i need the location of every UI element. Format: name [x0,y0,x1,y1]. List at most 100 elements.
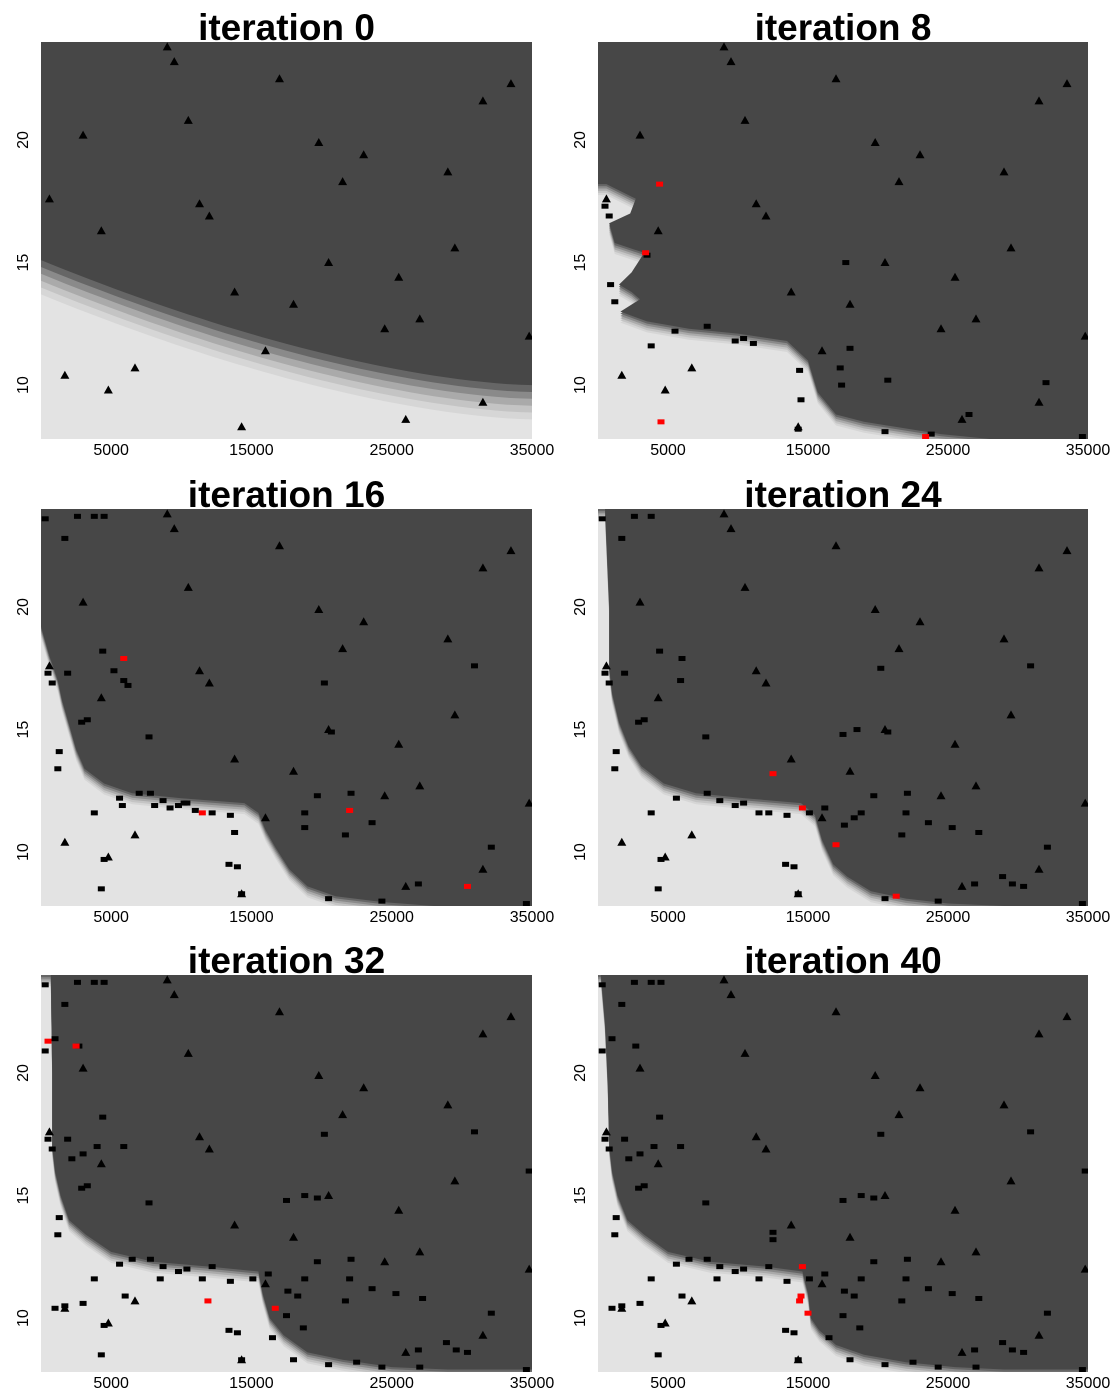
initial-design-point [289,1232,299,1241]
sample-point [877,1131,885,1137]
sample-point [782,1327,790,1333]
initial-design-point [894,1110,904,1119]
sample-point [903,1256,911,1262]
initial-design-point [957,1347,967,1356]
initial-design-point [617,370,627,379]
sample-point [325,1362,333,1368]
sample-point [156,1276,164,1282]
initial-design-point [950,272,960,281]
new-sample-point [797,1293,805,1299]
sample-point [135,790,143,796]
sample-point [325,896,333,902]
sample-point [657,856,665,862]
sample-point [1043,844,1051,850]
sample-point [654,1352,662,1358]
infeasible-region [598,975,1088,1372]
initial-design-point [314,604,324,613]
sample-point [73,979,81,985]
sample-point [971,881,979,887]
initial-design-point [478,1029,488,1038]
sample-point [598,982,606,988]
sample-point [790,864,798,870]
sample-point [884,729,892,735]
initial-design-point [817,1279,827,1288]
sample-point [840,1288,848,1294]
initial-design-point [751,1132,761,1141]
sample-point [853,727,861,733]
sample-point [442,1340,450,1346]
initial-design-point [478,1330,488,1339]
sample-point [1027,1129,1035,1135]
initial-design-point [380,1257,390,1266]
new-sample-point [769,771,777,777]
initial-design-point [524,331,532,340]
initial-design-point [740,115,750,124]
initial-design-point [653,1159,663,1168]
initial-design-point [195,1132,205,1141]
sample-point [238,891,246,897]
sample-point [347,790,355,796]
sample-point [605,1146,613,1152]
panel-5: iteration 40 5000 15000 25000 35000 10 15 20 [572,940,1110,1392]
panel-2: iteration 16 5000 15000 25000 35000 10 15 20 [15,474,554,926]
sample-point [999,874,1007,880]
initial-design-point [751,199,761,208]
sample-point [99,1114,107,1120]
initial-design-point [204,1144,214,1153]
sample-point [611,299,619,305]
sample-point [313,1195,321,1201]
sample-point [294,1293,302,1299]
sample-point [731,803,739,809]
sample-point [341,832,349,838]
sample-point [636,1300,644,1306]
y-tick-label: 10 [15,376,32,394]
initial-design-point [274,541,284,550]
sample-point [821,805,829,811]
sample-point [290,1357,298,1363]
sample-point [934,1364,942,1370]
initial-design-point [260,813,270,822]
sample-point [647,343,655,349]
sample-point [90,810,98,816]
sample-point [975,829,983,835]
sample-point [769,1229,777,1235]
panel-title: iteration 24 [744,474,942,515]
initial-design-point [817,813,827,822]
sample-point [601,203,609,209]
sample-point [100,1322,108,1328]
x-tick-label: 5000 [93,1375,129,1392]
sample-point [487,1310,495,1316]
initial-design-point [450,1176,460,1185]
initial-design-point [761,678,771,687]
sample-point [749,340,757,346]
sample-point [145,1200,153,1206]
sample-point [765,1264,773,1270]
sample-point [846,1357,854,1363]
initial-design-point [478,563,488,572]
sample-point [233,1330,241,1336]
x-tick-label: 5000 [93,909,129,926]
sample-point [838,382,846,388]
panel-0: iteration 0 5000 15000 25000 35000 10 15 20 [15,7,554,459]
sample-point [116,795,124,801]
initial-design-point [130,830,140,839]
initial-design-point [478,397,488,406]
new-sample-point [656,181,664,187]
initial-design-point [1034,397,1044,406]
initial-design-point [401,881,411,890]
sample-point [166,805,174,811]
sample-point [368,1286,376,1292]
sample-point [870,1259,878,1265]
sample-point [805,1276,813,1282]
sample-point [463,1349,471,1355]
sample-point [1081,1168,1088,1174]
sample-point [702,734,710,740]
initial-design-point [719,975,729,984]
infeasible-area [41,975,532,1370]
x-tick-label: 35000 [1066,442,1111,459]
initial-design-point [1034,864,1044,873]
sample-point [284,1288,292,1294]
y-tick-label: 20 [15,131,32,149]
initial-design-point [169,990,179,999]
infeasible-region [41,509,532,906]
